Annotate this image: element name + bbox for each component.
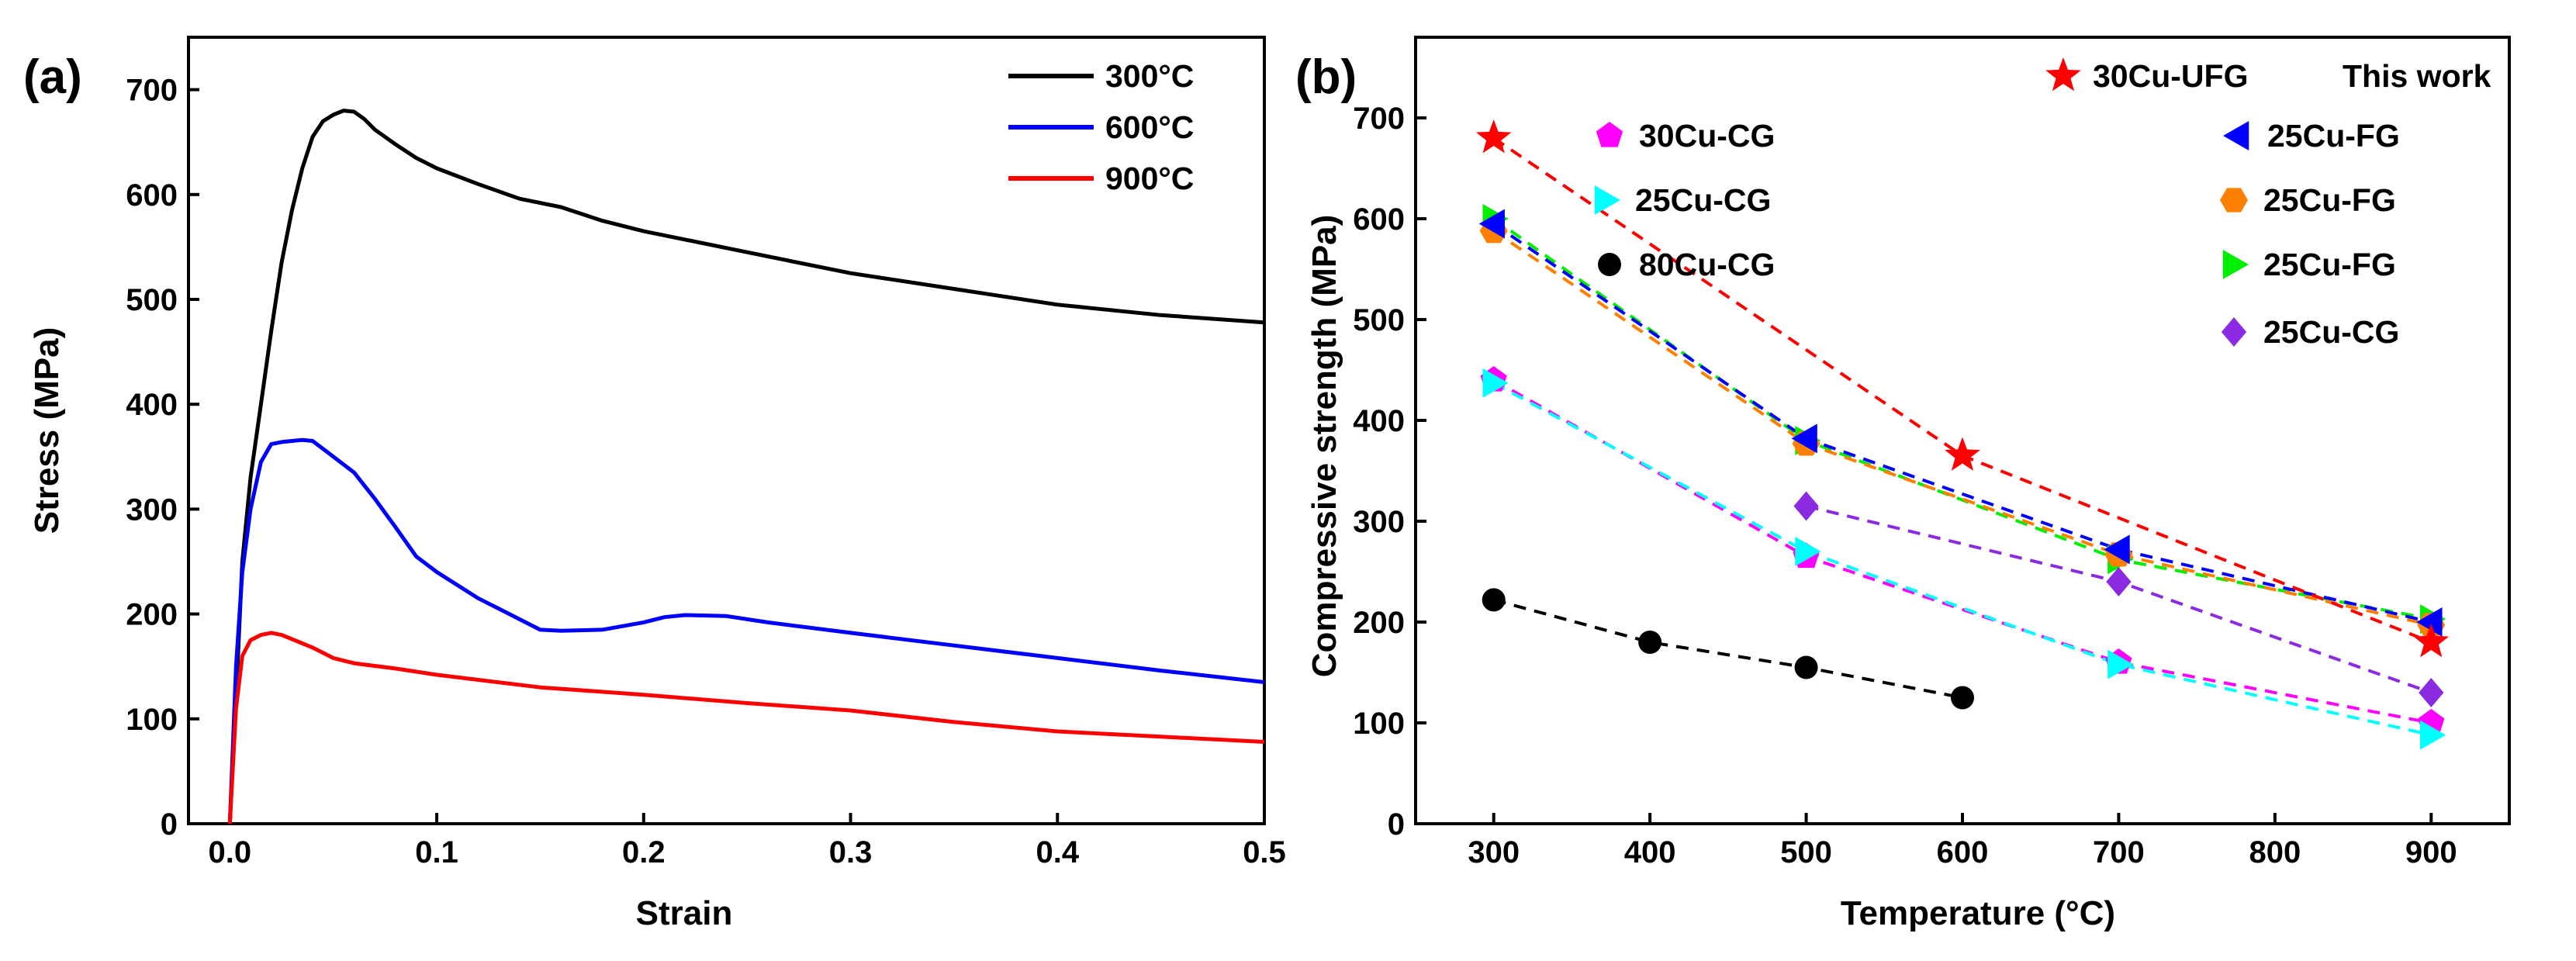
a-x-tick-label: 0.1 [415, 835, 458, 869]
b-y-tick-label: 0 [1388, 807, 1405, 842]
legend-marker-30cu-ufg [2045, 57, 2081, 92]
b-x-tick-label: 700 [2093, 835, 2145, 869]
legend-marker-25cu-fg [2222, 250, 2249, 279]
data-point-30cu-ufg [1475, 119, 1512, 154]
a-x-tick-label: 0.0 [209, 835, 252, 869]
legend-label-25cu-cg: 25Cu-CG [2263, 314, 2399, 350]
series-line-300-c [227, 109, 1265, 824]
legend-label-900-c: 900°C [1105, 161, 1194, 196]
a-y-tick-label: 200 [126, 598, 178, 632]
legend-marker-30cu-cg [1596, 122, 1623, 147]
legend-marker-25cu-cg [2221, 317, 2247, 347]
legend-marker-80cu-cg [1598, 253, 1621, 276]
stress-strain-chart: (a) 0.0 0.1 0.2 0.3 0.4 0.5 0 100 200 300 400 500 60… [23, 36, 1286, 932]
y-axis-title-stress: Stress (MPa) [28, 327, 66, 534]
legend-label-25cu-fg: 25Cu-FG [2263, 247, 2396, 282]
b-y-tick-label: 200 [1353, 606, 1405, 640]
a-x-tick-label: 0.5 [1243, 835, 1286, 869]
series-dashed-line-25cu-fg [1492, 222, 2432, 624]
b-x-tick-label: 500 [1780, 835, 1832, 869]
data-point-80cu-cg [1638, 631, 1662, 654]
a-x-tick-label: 0.3 [829, 835, 873, 869]
data-point-30cu-ufg [1945, 437, 1980, 471]
a-y-tick-label: 700 [126, 74, 178, 108]
a-y-tick-label: 400 [126, 388, 178, 422]
compressive-strength-plot-area: 300 400 500 600 700 800 900 0 100 200 300 400 500 600… [1353, 36, 2511, 869]
legend-label-30cu-ufg: 30Cu-UFG [2093, 58, 2248, 94]
data-point-25cu-fg [1478, 209, 1505, 239]
legend-label-80cu-cg: 80Cu-CG [1639, 247, 1775, 282]
data-point-25cu-cg [2107, 649, 2134, 679]
legend-marker-25cu-fg [2223, 121, 2249, 150]
stress-strain-plot-area: 0.0 0.1 0.2 0.3 0.4 0.5 0 100 200 300 400 500 600 700… [126, 36, 1286, 869]
a-x-tick-label: 0.4 [1036, 835, 1079, 869]
data-point-25cu-fg [2416, 607, 2443, 637]
y-axis-title-compressive-strength: Compressive strength (MPa) [1305, 215, 1343, 678]
a-x-tick-label: 0.2 [622, 835, 666, 869]
data-point-25cu-cg [2106, 567, 2132, 596]
compressive-strength-chart: (b) 300 400 500 600 700 800 900 0 100 200 300 400 50… [1295, 36, 2511, 932]
series-line-900-c [227, 631, 1265, 824]
a-y-tick-label: 0 [161, 807, 178, 842]
data-point-25cu-cg [2419, 678, 2444, 707]
b-y-tick-label: 100 [1353, 707, 1405, 741]
a-y-tick-label: 300 [126, 493, 178, 527]
data-point-25cu-cg [2420, 720, 2446, 750]
b-x-tick-label: 900 [2405, 835, 2457, 869]
series-dashed-line-25cu-cg [1492, 382, 2432, 737]
legend-annotation-this-work: This work [2343, 58, 2491, 94]
a-y-tick-label: 600 [126, 178, 178, 213]
a-y-tick-label: 100 [126, 703, 178, 737]
series-line-600-c [227, 437, 1265, 824]
b-x-tick-label: 300 [1468, 835, 1520, 869]
data-point-25cu-fg [2104, 534, 2130, 565]
legend-label-25cu-fg: 25Cu-FG [2267, 118, 2400, 154]
data-point-25cu-cg [1795, 537, 1821, 566]
b-y-tick-label: 700 [1353, 102, 1405, 136]
data-point-80cu-cg [1482, 588, 1506, 612]
b-y-tick-label: 300 [1353, 505, 1405, 539]
b-x-tick-label: 600 [1937, 835, 1989, 869]
a-y-tick-label: 500 [126, 283, 178, 317]
legend-label-25cu-cg: 25Cu-CG [1635, 182, 1771, 218]
b-y-tick-label: 500 [1353, 303, 1405, 337]
panel-b-label: (b) [1295, 50, 1357, 104]
b-x-tick-label: 400 [1624, 835, 1676, 869]
panel-a-label: (a) [23, 50, 82, 104]
legend-marker-25cu-fg [2220, 188, 2248, 213]
b-y-tick-label: 600 [1353, 202, 1405, 237]
legend-label-600-c: 600°C [1105, 109, 1194, 145]
series-dashed-line-25cu-fg [1492, 229, 2432, 627]
b-y-tick-label: 400 [1353, 404, 1405, 438]
b-x-tick-label: 800 [2249, 835, 2301, 869]
x-axis-title-strain: Strain [636, 894, 733, 932]
legend-label-30cu-cg: 30Cu-CG [1639, 118, 1775, 154]
data-point-80cu-cg [1794, 655, 1818, 679]
legend-label-300-c: 300°C [1105, 58, 1194, 94]
data-point-25cu-cg [1482, 368, 1509, 398]
data-point-30cu-ufg [2413, 624, 2450, 658]
data-point-25cu-cg [1793, 491, 1819, 521]
data-point-80cu-cg [1951, 686, 1974, 710]
series-dashed-line-80cu-cg [1493, 598, 1963, 700]
data-point-25cu-fg [1791, 423, 1817, 454]
a-axes-frame [187, 36, 1266, 825]
legend-label-25cu-fg: 25Cu-FG [2263, 182, 2396, 218]
x-axis-title-temperature: Temperature (°C) [1841, 894, 2115, 932]
legend-marker-25cu-cg [1594, 185, 1620, 215]
